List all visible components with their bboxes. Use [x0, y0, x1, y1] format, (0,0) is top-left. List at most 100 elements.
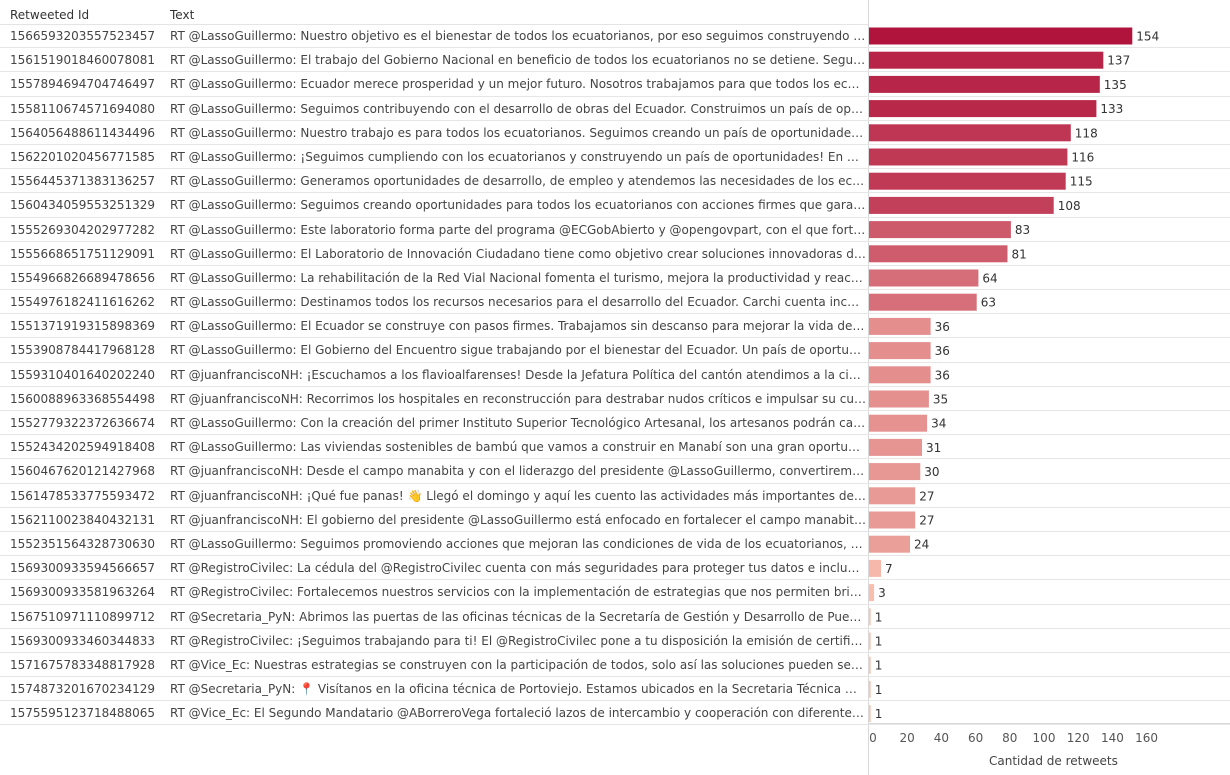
retweeted-id-cell: 1561519018460078081	[10, 53, 156, 68]
bar-value-label: 1	[875, 635, 883, 649]
bar-value-label: 24	[914, 538, 929, 552]
table-row[interactable]: 1552779322372636674 RT @LassoGuillermo: C…	[0, 411, 1230, 436]
bar[interactable]	[869, 559, 881, 577]
tweet-text-cell: RT @LassoGuillermo: Generamos oportunida…	[170, 174, 866, 189]
x-tick-label: 140	[1101, 731, 1124, 745]
bar[interactable]	[869, 705, 871, 722]
bar[interactable]	[869, 632, 871, 650]
bar[interactable]	[869, 196, 1054, 214]
header-divider	[0, 24, 868, 25]
bar-value-label: 36	[935, 368, 950, 382]
tweet-text-cell: RT @Vice_Ec: El Segundo Mandatario @ABor…	[170, 706, 866, 721]
bar-value-label: 118	[1075, 126, 1098, 140]
tweet-text-cell: RT @LassoGuillermo: El Ecuador se constr…	[170, 319, 866, 334]
bar-value-label: 34	[931, 417, 946, 431]
table-row[interactable]: 1566593203557523457 RT @LassoGuillermo: N…	[0, 24, 1230, 49]
table-row[interactable]: 1558110674571694080 RT @LassoGuillermo: S…	[0, 97, 1230, 121]
tweet-text-cell: RT @RegistroCivilec: ¡Seguimos trabajand…	[170, 633, 866, 648]
table-row[interactable]: 1571675783348817928 RT @Vice_Ec: Nuestras…	[0, 653, 1230, 678]
retweeted-id-cell: 1552434202594918408	[10, 440, 156, 455]
tweet-text-cell: RT @juanfranciscoNH: Recorrimos los hosp…	[170, 391, 866, 406]
bar-value-label: 154	[1136, 30, 1159, 44]
table-row[interactable]: 1560088963368554498 RT @juanfranciscoNH: …	[0, 387, 1230, 411]
table-row[interactable]: 1553908784417968128 RT @LassoGuillermo: E…	[0, 338, 1230, 363]
tweet-text-cell: RT @LassoGuillermo: Seguimos contribuyen…	[170, 101, 866, 116]
table-row[interactable]: 1564056488611434496 RT @LassoGuillermo: N…	[0, 121, 1230, 145]
table-row[interactable]: 1562201020456771585 RT @LassoGuillermo: ¡…	[0, 145, 1230, 170]
table-row[interactable]: 1561478533775593472 RT @juanfranciscoNH: …	[0, 484, 1230, 508]
bar[interactable]	[869, 680, 871, 698]
bar[interactable]	[869, 269, 979, 287]
bar[interactable]	[869, 584, 875, 602]
tweet-text-cell: RT @LassoGuillermo: Destinamos todos los…	[170, 295, 866, 310]
bar-value-label: 1	[875, 659, 883, 673]
bar[interactable]	[869, 148, 1068, 166]
retweeted-id-cell: 1571675783348817928	[10, 657, 156, 672]
bar[interactable]	[869, 511, 916, 529]
table-row[interactable]: 1569300933581963264 RT @RegistroCivilec: …	[0, 580, 1230, 605]
table-row[interactable]: 1561519018460078081 RT @LassoGuillermo: E…	[0, 48, 1230, 73]
pane-divider	[868, 0, 869, 775]
bar[interactable]	[869, 221, 1011, 239]
bar[interactable]	[869, 342, 931, 360]
table-row[interactable]: 1562110023840432131 RT @juanfranciscoNH: …	[0, 508, 1230, 532]
retweeted-id-cell: 1557894694704746497	[10, 77, 156, 92]
table-row[interactable]: 1557894694704746497 RT @LassoGuillermo: E…	[0, 72, 1230, 97]
bar[interactable]	[869, 245, 1008, 263]
table-row[interactable]: 1569300933460344833 RT @RegistroCivilec: …	[0, 629, 1230, 653]
bar[interactable]	[869, 172, 1066, 190]
bar-value-label: 7	[885, 562, 893, 576]
retweeted-id-cell: 1559310401640202240	[10, 367, 156, 382]
bar[interactable]	[869, 75, 1100, 93]
column-header-retweeted-id[interactable]: Retweeted Id	[10, 8, 90, 22]
bar[interactable]	[869, 390, 929, 408]
bar-value-label: 137	[1107, 54, 1130, 68]
retweeted-id-cell: 1555668651751129091	[10, 246, 156, 261]
column-header-text[interactable]: Text	[170, 8, 195, 22]
tweet-text-cell: RT @juanfranciscoNH: ¡Qué fue panas! 👋 L…	[170, 488, 866, 503]
table-row[interactable]: 1559310401640202240 RT @juanfranciscoNH: …	[0, 363, 1230, 387]
tweet-text-cell: RT @Secretaria_PyN: Abrimos las puertas …	[170, 609, 866, 624]
bar[interactable]	[869, 366, 931, 384]
table-row[interactable]: 1569300933594566657 RT @RegistroCivilec: …	[0, 556, 1230, 581]
bar[interactable]	[869, 317, 931, 335]
x-axis-title: Cantidad de retweets	[989, 754, 1118, 768]
tweet-text-cell: RT @juanfranciscoNH: Desde el campo mana…	[170, 464, 866, 479]
tweet-text-cell: RT @juanfranciscoNH: ¡Escuchamos a los f…	[170, 367, 866, 382]
bar-value-label: 81	[1012, 247, 1027, 261]
table-row[interactable]: 1567510971110899712 RT @Secretaria_PyN: A…	[0, 605, 1230, 629]
table-row[interactable]: 1560434059553251329 RT @LassoGuillermo: S…	[0, 193, 1230, 218]
bar[interactable]	[869, 608, 871, 626]
retweeted-id-cell: 1554976182411616262	[10, 295, 156, 310]
bar[interactable]	[869, 100, 1097, 118]
table-row[interactable]: 1554966826689478656 RT @LassoGuillermo: L…	[0, 266, 1230, 291]
table-row[interactable]: 1555668651751129091 RT @LassoGuillermo: E…	[0, 242, 1230, 266]
table-row[interactable]: 1574873201670234129 RT @Secretaria_PyN: 📍…	[0, 677, 1230, 702]
table-row[interactable]: 1554976182411616262 RT @LassoGuillermo: D…	[0, 290, 1230, 315]
tweet-text-cell: RT @LassoGuillermo: La rehabilitación de…	[170, 270, 866, 285]
table-row[interactable]: 1556445371383136257 RT @LassoGuillermo: G…	[0, 169, 1230, 194]
table-row[interactable]: 1575595123718488065 RT @Vice_Ec: El Segun…	[0, 701, 1230, 726]
table-row[interactable]: 1552351564328730630 RT @LassoGuillermo: S…	[0, 532, 1230, 557]
tweet-text-cell: RT @LassoGuillermo: Nuestro trabajo es p…	[170, 125, 866, 140]
bar[interactable]	[869, 27, 1133, 45]
x-tick-label: 0	[869, 731, 877, 745]
bar[interactable]	[869, 293, 977, 311]
bar[interactable]	[869, 535, 910, 553]
bar[interactable]	[869, 414, 928, 432]
bar[interactable]	[869, 51, 1104, 69]
bar-value-label: 135	[1104, 78, 1127, 92]
bar[interactable]	[869, 463, 921, 481]
bar[interactable]	[869, 438, 922, 456]
bar-value-label: 116	[1071, 151, 1094, 165]
bar[interactable]	[869, 124, 1071, 142]
bar[interactable]	[869, 487, 916, 505]
bar[interactable]	[869, 656, 871, 674]
tweet-text-cell: RT @LassoGuillermo: Este laboratorio for…	[170, 222, 866, 237]
table-row[interactable]: 1551371919315898369 RT @LassoGuillermo: E…	[0, 314, 1230, 339]
table-row[interactable]: 1552434202594918408 RT @LassoGuillermo: L…	[0, 435, 1230, 460]
tweet-text-cell: RT @Vice_Ec: Nuestras estrategias se con…	[170, 657, 866, 672]
table-row[interactable]: 1555269304202977282 RT @LassoGuillermo: E…	[0, 218, 1230, 242]
table-row[interactable]: 1560467620121427968 RT @juanfranciscoNH: …	[0, 459, 1230, 484]
bar-value-label: 27	[919, 489, 934, 503]
